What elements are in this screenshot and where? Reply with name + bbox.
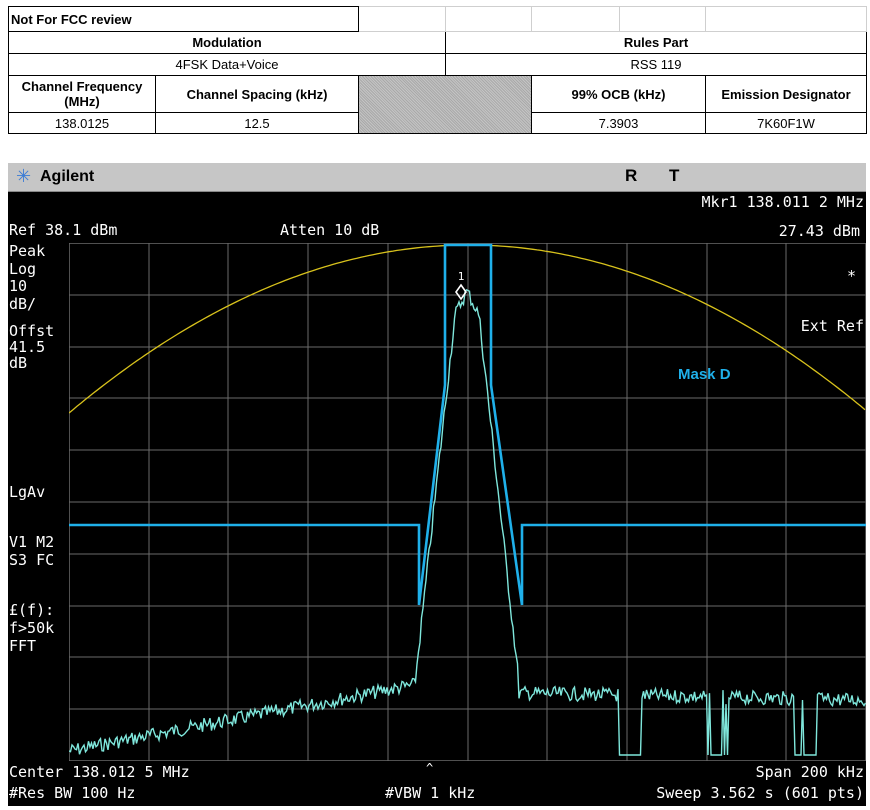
- indicator-r: R: [625, 166, 638, 185]
- marker-1-label: 1: [458, 270, 465, 283]
- modulation-label: Modulation: [8, 31, 446, 54]
- mask-d-label: Mask D: [678, 366, 731, 383]
- spectrum-trace: [69, 289, 866, 756]
- shaded-cell: [358, 75, 532, 134]
- brand-name: Agilent: [40, 168, 95, 185]
- detector-peak: Peak: [9, 242, 46, 260]
- ocb-value: 7.3903: [531, 112, 706, 134]
- marker-1-diamond-icon: [455, 283, 467, 301]
- v1m2-label: V1 M2: [9, 533, 55, 551]
- not-for-fcc-label: Not For FCC review: [8, 6, 359, 32]
- agilent-logo-icon: ✳: [16, 166, 32, 186]
- attenuation: Atten 10 dB: [280, 221, 380, 239]
- asterisk-indicator: *: [846, 267, 856, 285]
- offset-value: 41.5: [9, 338, 46, 356]
- marker-level: 27.43 dBm: [778, 222, 860, 240]
- center-marker-icon: ^: [426, 761, 434, 775]
- channel-frequency-label: Channel Frequency (MHz): [8, 75, 156, 113]
- emission-designator-label: Emission Designator: [705, 75, 867, 113]
- channel-spacing-label: Channel Spacing (kHz): [155, 75, 359, 113]
- span: Span 200 kHz: [755, 763, 864, 781]
- vbw: #VBW 1 kHz: [385, 784, 476, 802]
- f50k-label: f>50k: [9, 619, 55, 637]
- s3fc-label: S3 FC: [9, 551, 55, 569]
- spectrum-analyzer-screen: ✳ Agilent R T Mkr1 138.011 2 MHz 27.43 d…: [8, 163, 866, 806]
- marker-frequency: Mkr1 138.011 2 MHz: [701, 193, 864, 211]
- rules-part-value: RSS 119: [445, 53, 867, 76]
- ref-level: Ref 38.1 dBm: [9, 221, 118, 239]
- lf-label: £(f):: [9, 601, 55, 619]
- ocb-label: 99% OCB (kHz): [531, 75, 706, 113]
- lgav-label: LgAv: [9, 483, 46, 501]
- rules-part-label: Rules Part: [445, 31, 867, 54]
- test-info-table: Not For FCC review Modulation Rules Part…: [8, 6, 867, 134]
- channel-frequency-value: 138.0125: [8, 112, 156, 134]
- offset-unit: dB: [9, 354, 28, 372]
- res-bw: #Res BW 100 Hz: [9, 784, 136, 802]
- channel-spacing-value: 12.5: [155, 112, 359, 134]
- limit-line-curve: [69, 244, 866, 414]
- plot-grid: [69, 243, 866, 761]
- scale-unit: dB/: [9, 295, 37, 313]
- emission-mask-d: [69, 243, 866, 606]
- scale-value: 10: [9, 277, 28, 295]
- offset-label: Offst: [9, 322, 55, 340]
- center-frequency: Center 138.012 5 MHz: [9, 763, 190, 781]
- indicator-t: T: [669, 166, 680, 185]
- ext-ref-label: Ext Ref: [800, 317, 864, 335]
- spectrum-plot: 1: [69, 243, 866, 761]
- emission-designator-value: 7K60F1W: [705, 112, 867, 134]
- scale-log: Log: [9, 260, 37, 278]
- analyzer-brand-bar: ✳ Agilent R T: [8, 163, 866, 192]
- modulation-value: 4FSK Data+Voice: [8, 53, 446, 76]
- sweep: Sweep 3.562 s (601 pts): [656, 784, 864, 802]
- fft-label: FFT: [9, 637, 37, 655]
